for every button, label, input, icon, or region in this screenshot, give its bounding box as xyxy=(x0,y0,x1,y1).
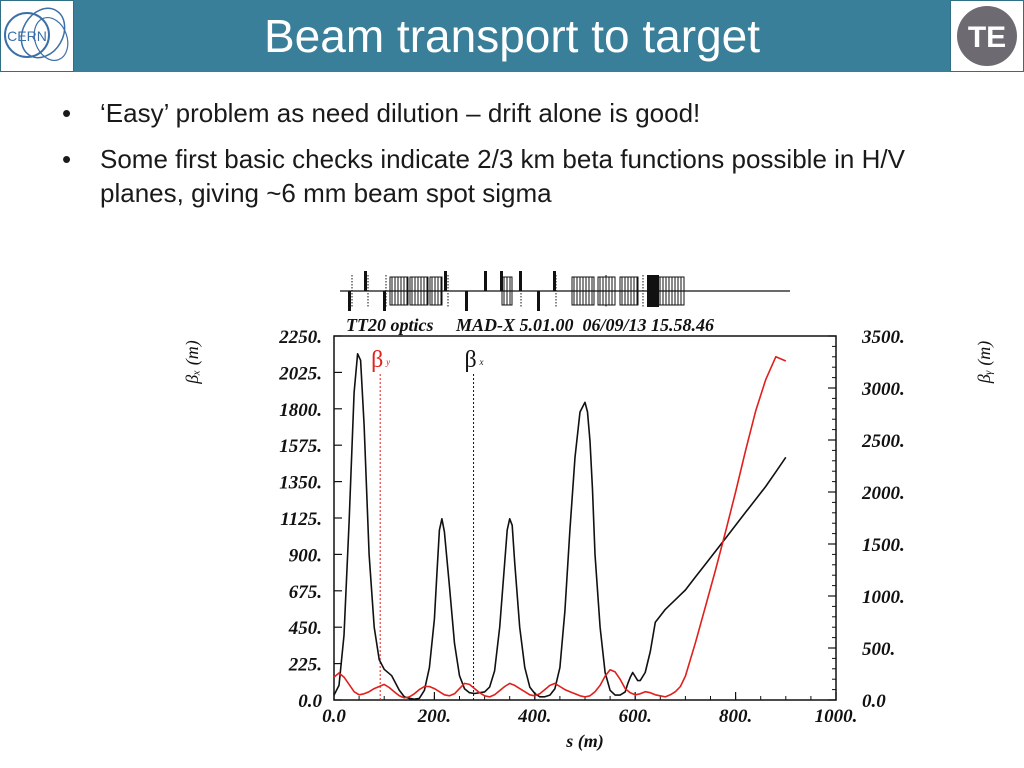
y-axis-label-left: βₓ (m) xyxy=(182,340,203,385)
y-left-tick-label: 2025. xyxy=(278,363,322,384)
te-logo-text: TE xyxy=(968,21,1006,54)
lattice-dipole-block xyxy=(429,276,443,306)
cern-logo: CERN xyxy=(0,0,74,72)
y-right-tick-label: 0.0 xyxy=(862,691,886,712)
slide-header: CERN Beam transport to target TE xyxy=(0,0,1024,72)
y-left-tick-label: 1125. xyxy=(280,509,322,530)
lattice-dipole-block xyxy=(409,276,429,306)
cern-logo-icon: CERN xyxy=(4,7,69,61)
x-tick-label: 200. xyxy=(417,706,451,727)
x-axis-label: s (m) xyxy=(565,731,604,752)
series-line-beta-x xyxy=(333,352,787,701)
y-right-tick-label: 500. xyxy=(862,639,895,660)
y-left-tick-label: 1575. xyxy=(279,436,322,457)
te-logo-icon: TE xyxy=(957,6,1017,66)
y-left-tick-label: 225. xyxy=(288,655,322,676)
x-tick-label: 1000. xyxy=(815,706,858,727)
lattice-quadrupole xyxy=(537,291,540,311)
lattice-quadrupole xyxy=(348,291,351,311)
lattice-quadrupole xyxy=(553,271,556,291)
bullet-item: ‘Easy’ problem as need dilution – drift … xyxy=(58,96,988,130)
y-axis-label-right: βᵧ (m) xyxy=(974,341,995,385)
y-left-tick-label: 2250. xyxy=(278,327,322,348)
lattice-dipole-block xyxy=(389,276,409,306)
slide-title: Beam transport to target xyxy=(263,10,761,62)
y-right-tick-label: 1500. xyxy=(862,535,905,556)
lattice-dipole-outline xyxy=(619,276,639,306)
bullet-list: ‘Easy’ problem as need dilution – drift … xyxy=(58,96,988,222)
y-right-tick-label: 3000. xyxy=(861,379,905,400)
annotation-beta-x: β xyxy=(465,347,477,373)
lattice-dipole-outline xyxy=(409,276,429,306)
x-tick-label: 800. xyxy=(719,706,752,727)
bullet-item: Some first basic checks indicate 2/3 km … xyxy=(58,142,988,210)
lattice-quadrupole xyxy=(444,271,447,291)
y-right-tick-label: 1000. xyxy=(862,587,905,608)
annotation-beta-y: β xyxy=(371,347,383,373)
x-tick-label: 600. xyxy=(619,706,652,727)
y-left-tick-label: 0.0 xyxy=(298,691,322,712)
y-left-tick-label: 900. xyxy=(289,545,322,566)
plot-frame xyxy=(333,335,837,701)
chart-title: TT20 optics MAD-X 5.01.00 06/09/13 15.58… xyxy=(346,315,714,335)
lattice-dipole-outline xyxy=(429,276,443,306)
series-line-beta-y xyxy=(333,355,787,699)
y-right-tick-label: 2000. xyxy=(861,483,905,504)
x-tick-label: 400. xyxy=(517,706,551,727)
lattice-quadrupole xyxy=(383,291,386,311)
lattice-quadrupole xyxy=(364,271,367,291)
annotation-sub-y: y xyxy=(385,357,390,367)
lattice-dipole-block xyxy=(501,276,513,306)
lattice-schematic xyxy=(340,271,790,311)
te-logo: TE xyxy=(950,0,1024,72)
lattice-dipole-block xyxy=(571,276,595,306)
cern-logo-text: CERN xyxy=(7,28,47,44)
y-left-tick-label: 1800. xyxy=(279,400,322,421)
lattice-dipole-outline xyxy=(389,276,409,306)
y-left-tick-label: 450. xyxy=(288,618,322,639)
y-left-tick-label: 675. xyxy=(289,582,322,603)
lattice-dense-section xyxy=(647,275,659,307)
x-tick-label: 0.0 xyxy=(322,706,346,727)
lattice-dipole-block xyxy=(619,276,639,306)
y-left-tick-label: 1350. xyxy=(279,473,322,494)
annotation-sub-x: x xyxy=(479,357,484,367)
lattice-quadrupole xyxy=(465,291,468,311)
lattice-quadrupole xyxy=(484,271,487,291)
y-right-tick-label: 2500. xyxy=(861,431,905,452)
y-right-tick-label: 3500. xyxy=(861,327,905,348)
